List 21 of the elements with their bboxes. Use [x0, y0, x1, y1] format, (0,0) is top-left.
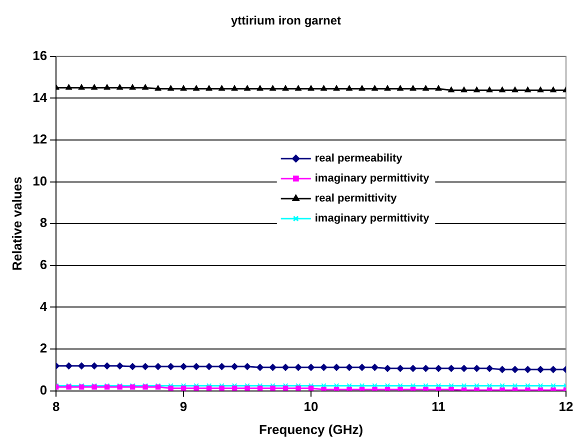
legend-label: real permeability: [314, 152, 404, 165]
legend-label: real permittivity: [314, 192, 398, 205]
y-tick-label: 8: [40, 215, 48, 230]
y-tick-label: 4: [40, 298, 48, 314]
x-tick-label: 12: [558, 399, 574, 414]
x-tick-label: 11: [432, 399, 446, 414]
legend-label: imaginary permittivity: [314, 172, 430, 185]
y-tick-label: 16: [32, 48, 48, 63]
x-tick-label: 8: [52, 399, 60, 414]
y-tick-label: 2: [40, 340, 48, 356]
y-tick-label: 12: [32, 132, 48, 147]
chart-title: yttirium iron garnet: [230, 14, 342, 28]
y-tick-label: 10: [32, 173, 48, 188]
x-axis-title: Frequency (GHz): [259, 422, 364, 437]
y-tick-label: 6: [40, 256, 48, 272]
x-tick-label: 9: [180, 399, 188, 414]
legend-label: imaginary permittivity: [314, 212, 430, 225]
y-axis-title: Relative values: [9, 176, 24, 271]
y-tick-label: 0: [40, 382, 48, 398]
x-tick-label: 10: [304, 399, 318, 414]
y-tick-label: 14: [32, 90, 48, 105]
